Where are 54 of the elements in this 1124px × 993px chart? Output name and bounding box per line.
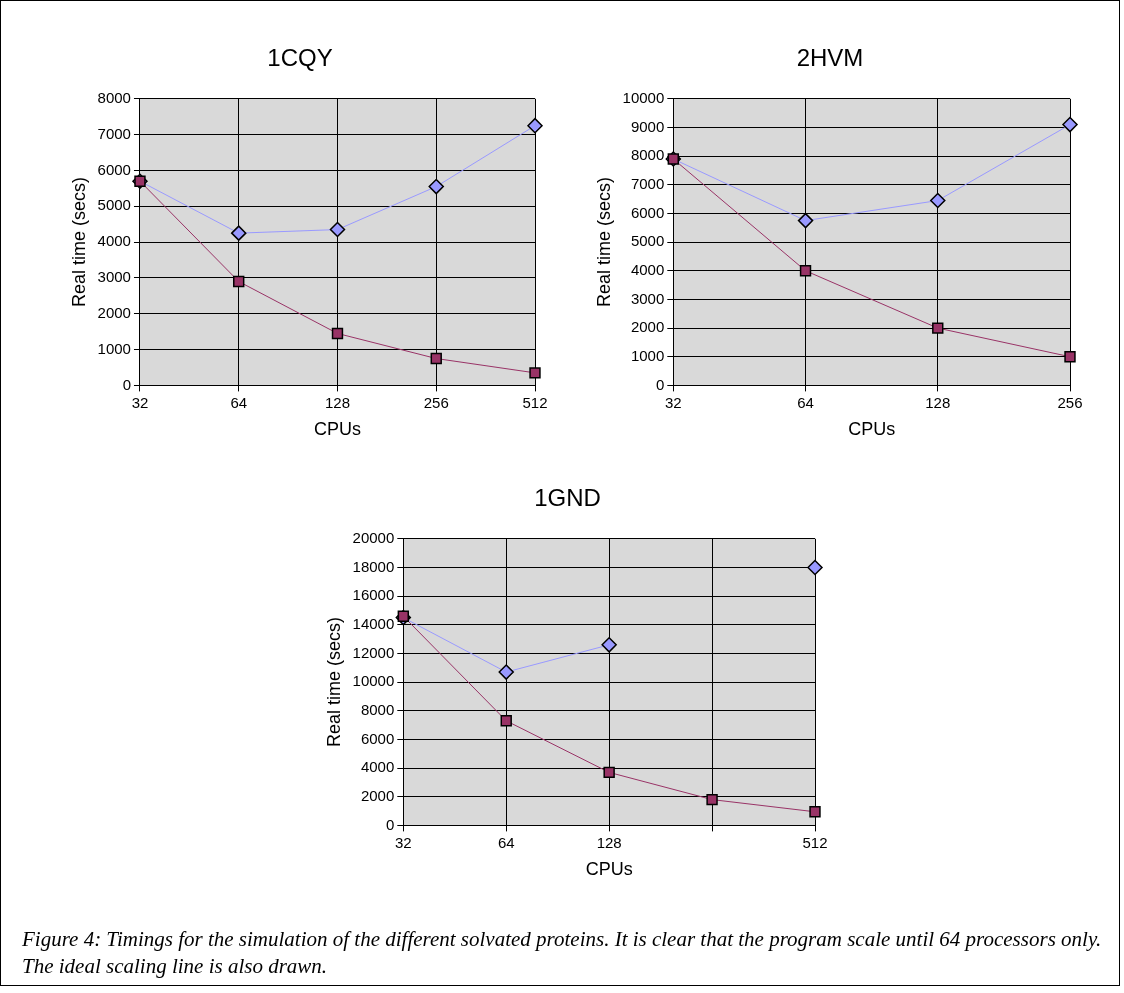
- y-tick-label: 1000: [97, 339, 131, 357]
- y-tick-label: 6000: [630, 203, 665, 221]
- x-tick-label: 256: [423, 393, 449, 411]
- y-tick-label: 3000: [630, 289, 665, 307]
- y-tick-label: 2000: [630, 318, 665, 336]
- y-tick-label: 1000: [630, 346, 665, 364]
- y-tick-label: 20000: [352, 528, 395, 546]
- y-axis-title: Real time (secs): [68, 177, 89, 308]
- y-tick-label: 7000: [97, 124, 131, 142]
- chart-title: 2HVM: [796, 44, 864, 72]
- x-axis-title: CPUs: [848, 419, 896, 440]
- y-tick-label: 5000: [630, 232, 665, 250]
- y-tick-label: 7000: [630, 174, 665, 192]
- y-tick-label: 5000: [97, 196, 131, 214]
- x-tick-label: 32: [131, 393, 149, 411]
- y-tick-label: 16000: [352, 586, 395, 604]
- x-tick-label: 32: [664, 393, 682, 411]
- y-tick-label: 9000: [630, 117, 665, 135]
- y-axis-title: Real time (secs): [593, 177, 614, 308]
- x-tick-label: 512: [802, 833, 828, 851]
- x-tick-label: 256: [1057, 393, 1083, 411]
- x-tick-label: 32: [394, 833, 412, 851]
- y-tick-label: 0: [122, 375, 131, 393]
- y-tick-label: 0: [385, 815, 395, 833]
- x-tick-label: 128: [596, 833, 622, 851]
- y-tick-label: 8000: [97, 88, 131, 106]
- y-tick-label: 8000: [360, 700, 395, 718]
- x-tick-label: 64: [230, 393, 248, 411]
- y-tick-label: 10000: [622, 88, 665, 106]
- caption: Figure 4: Timings for the simulation of the different solvated proteins. It is clear that the program scale until 64 processors only. The ideal scaling line is also drawn.: [22, 926, 1103, 980]
- chart-title: 1CQY: [267, 44, 333, 72]
- x-axis-title: CPUs: [585, 859, 633, 880]
- x-axis-title: CPUs: [313, 419, 361, 440]
- y-tick-label: 14000: [352, 614, 395, 632]
- y-tick-label: 6000: [97, 160, 131, 178]
- y-tick-label: 4000: [630, 260, 665, 278]
- chart-title: 1GND: [534, 484, 601, 512]
- x-tick-label: 128: [324, 393, 350, 411]
- y-tick-label: 2000: [97, 303, 131, 321]
- y-axis-title: Real time (secs): [323, 617, 344, 748]
- y-tick-label: 4000: [360, 758, 395, 776]
- y-tick-label: 18000: [352, 557, 395, 575]
- x-tick-label: 512: [522, 393, 548, 411]
- x-tick-label: 64: [797, 393, 814, 411]
- y-tick-label: 3000: [97, 268, 131, 286]
- y-tick-label: 4000: [97, 232, 131, 250]
- x-tick-label: 64: [497, 833, 515, 851]
- y-tick-label: 10000: [352, 672, 395, 690]
- y-tick-label: 0: [655, 375, 665, 393]
- x-tick-label: 128: [925, 393, 951, 411]
- y-tick-label: 8000: [630, 146, 665, 164]
- y-tick-label: 2000: [360, 786, 395, 804]
- y-tick-label: 12000: [352, 643, 395, 661]
- y-tick-label: 6000: [360, 729, 395, 747]
